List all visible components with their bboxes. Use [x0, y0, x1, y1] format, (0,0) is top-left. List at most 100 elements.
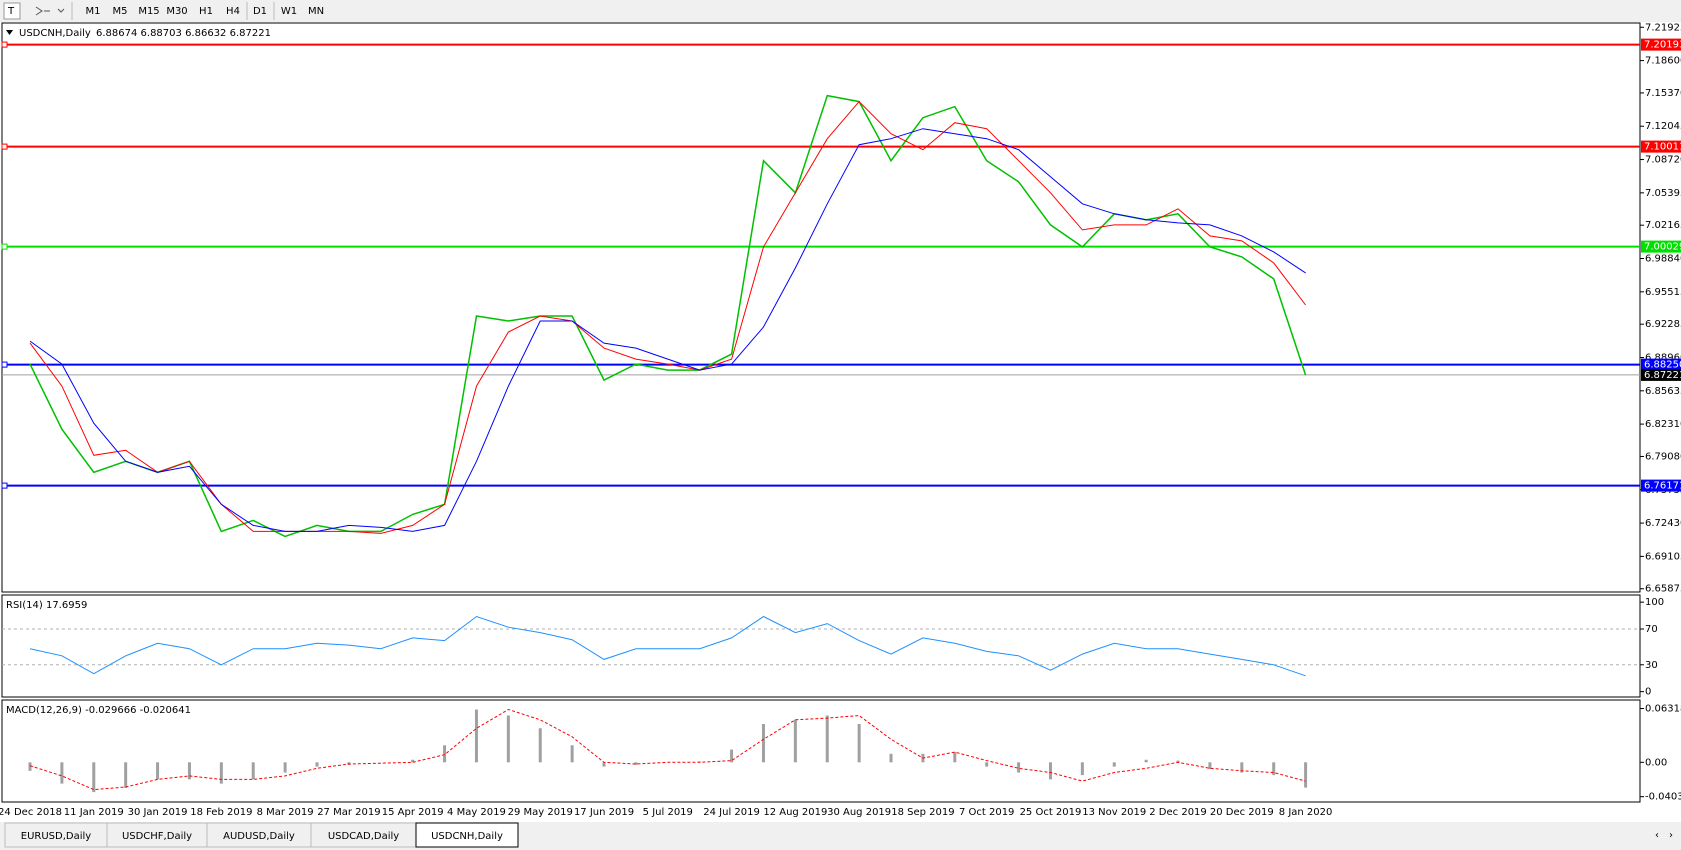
- y-tick-label: 6.72430: [1645, 518, 1681, 529]
- tab[interactable]: [106, 822, 208, 848]
- current-price-label: 6.87221: [1644, 370, 1681, 381]
- tab[interactable]: [310, 822, 417, 848]
- level-anchor[interactable]: [1, 243, 8, 250]
- tab[interactable]: [206, 822, 312, 848]
- y-tick-label: 6.82310: [1645, 419, 1681, 430]
- level-price-box: [1641, 358, 1681, 371]
- histogram-bar: [1144, 759, 1148, 763]
- panel-title: RSI(14) 17.6959: [6, 600, 87, 611]
- histogram-bar: [985, 762, 989, 767]
- x-tick-label: 12 Aug 2019: [763, 807, 827, 818]
- timeframe-button[interactable]: M1: [86, 6, 101, 17]
- histogram-bar: [283, 762, 287, 773]
- level-price-box: [1641, 479, 1681, 492]
- tab-label[interactable]: EURUSD,Daily: [21, 831, 92, 842]
- draw-tool[interactable]: [35, 6, 65, 16]
- y-tick-label: 0.063183: [1645, 704, 1681, 715]
- histogram-bar: [251, 762, 255, 780]
- timeframe-button[interactable]: M15: [138, 6, 159, 17]
- timeframe-button[interactable]: W1: [281, 6, 297, 17]
- y-tick-label: 7.05395: [1645, 188, 1681, 199]
- scroll-left[interactable]: ‹: [1655, 830, 1659, 841]
- histogram-bar: [1080, 762, 1084, 776]
- histogram-bar: [602, 762, 606, 767]
- level-price-box: [1641, 240, 1681, 253]
- timeframe-button[interactable]: H4: [226, 6, 240, 17]
- histogram-bar: [1017, 762, 1021, 773]
- timeframe-button[interactable]: MN: [308, 6, 324, 17]
- x-tick-label: 13 Nov 2019: [1082, 807, 1146, 818]
- y-tick-label: -0.040355: [1645, 792, 1681, 803]
- histogram-bar: [187, 762, 191, 780]
- y-tick-label: 0.00: [1645, 757, 1667, 768]
- level-anchor[interactable]: [1, 41, 8, 48]
- x-tick-label: 18 Sep 2019: [891, 807, 954, 818]
- level-anchor[interactable]: [1, 143, 8, 150]
- histogram-bar: [634, 762, 638, 765]
- tab-label[interactable]: AUDUSD,Daily: [223, 831, 295, 842]
- y-tick-label: 6.98840: [1645, 254, 1681, 265]
- y-tick-label: 7.15370: [1645, 88, 1681, 99]
- series-line: [29, 128, 1306, 532]
- histogram-bar: [1240, 762, 1244, 773]
- histogram-bar: [315, 762, 319, 767]
- tab-label[interactable]: USDCHF,Daily: [122, 831, 192, 842]
- collapse-icon[interactable]: [6, 30, 13, 35]
- scroll-right[interactable]: ›: [1669, 830, 1673, 841]
- timeframe-button[interactable]: D1: [253, 6, 267, 17]
- x-tick-label: 8 Mar 2019: [257, 807, 314, 818]
- y-tick-label: 6.92285: [1645, 319, 1681, 330]
- histogram-bar: [761, 724, 765, 763]
- text-tool-icon: T: [7, 6, 15, 17]
- tab[interactable]: [415, 822, 519, 848]
- timeframe-button[interactable]: M5: [113, 6, 128, 17]
- text-tool[interactable]: [3, 2, 21, 20]
- histogram-bar: [730, 749, 734, 763]
- tab-label[interactable]: USDCAD,Daily: [328, 831, 399, 842]
- tab-label[interactable]: USDCNH,Daily: [431, 831, 503, 842]
- histogram-bar: [1272, 762, 1276, 776]
- histogram-bar: [219, 762, 223, 784]
- histogram-bar: [506, 715, 510, 763]
- x-tick-label: 15 Apr 2019: [382, 807, 444, 818]
- y-tick-label: 6.65875: [1645, 584, 1681, 595]
- rsi-panel: [1, 594, 1641, 698]
- y-tick-label: 7.02165: [1645, 220, 1681, 231]
- x-tick-label: 20 Dec 2019: [1210, 807, 1274, 818]
- histogram-bar: [1304, 762, 1308, 788]
- toolbar: [0, 0, 1681, 22]
- tab[interactable]: [4, 822, 108, 848]
- histogram-bar: [825, 715, 829, 763]
- y-tick-label: 7.08720: [1645, 155, 1681, 166]
- histogram-bar: [857, 724, 861, 763]
- histogram-bar: [411, 759, 415, 763]
- histogram-bar: [1208, 762, 1212, 770]
- timeframe-button[interactable]: H1: [199, 6, 213, 17]
- x-tick-label: 17 Jun 2019: [574, 807, 634, 818]
- timeframe-button[interactable]: M30: [166, 6, 187, 17]
- x-tick-label: 8 Jan 2020: [1279, 807, 1333, 818]
- x-tick-label: 27 Mar 2019: [317, 807, 380, 818]
- level-anchor[interactable]: [1, 482, 8, 489]
- level-price-label: 6.88250: [1644, 360, 1681, 371]
- x-tick-label: 29 May 2019: [508, 807, 573, 818]
- level-anchor[interactable]: [1, 361, 8, 368]
- panel-title: MACD(12,26,9) -0.029666 -0.020641: [6, 705, 191, 716]
- x-tick-label: 24 Jul 2019: [703, 807, 760, 818]
- x-tick-label: 25 Oct 2019: [1020, 807, 1082, 818]
- histogram-bar: [1176, 760, 1180, 763]
- price-panel: [1, 22, 1641, 593]
- x-tick-label: 30 Jan 2019: [128, 807, 188, 818]
- histogram-bar: [793, 719, 797, 763]
- histogram-bar: [60, 762, 64, 784]
- y-tick-label: 70: [1645, 624, 1658, 635]
- y-tick-label: 7.18600: [1645, 56, 1681, 67]
- histogram-bar: [1048, 762, 1052, 780]
- y-tick-label: 6.85635: [1645, 386, 1681, 397]
- histogram-bar: [92, 762, 96, 793]
- histogram-bar: [889, 753, 893, 763]
- y-tick-label: 6.79080: [1645, 451, 1681, 462]
- level-price-label: 6.76171: [1644, 481, 1681, 492]
- x-tick-label: 30 Aug 2019: [827, 807, 891, 818]
- histogram-bar: [28, 762, 32, 771]
